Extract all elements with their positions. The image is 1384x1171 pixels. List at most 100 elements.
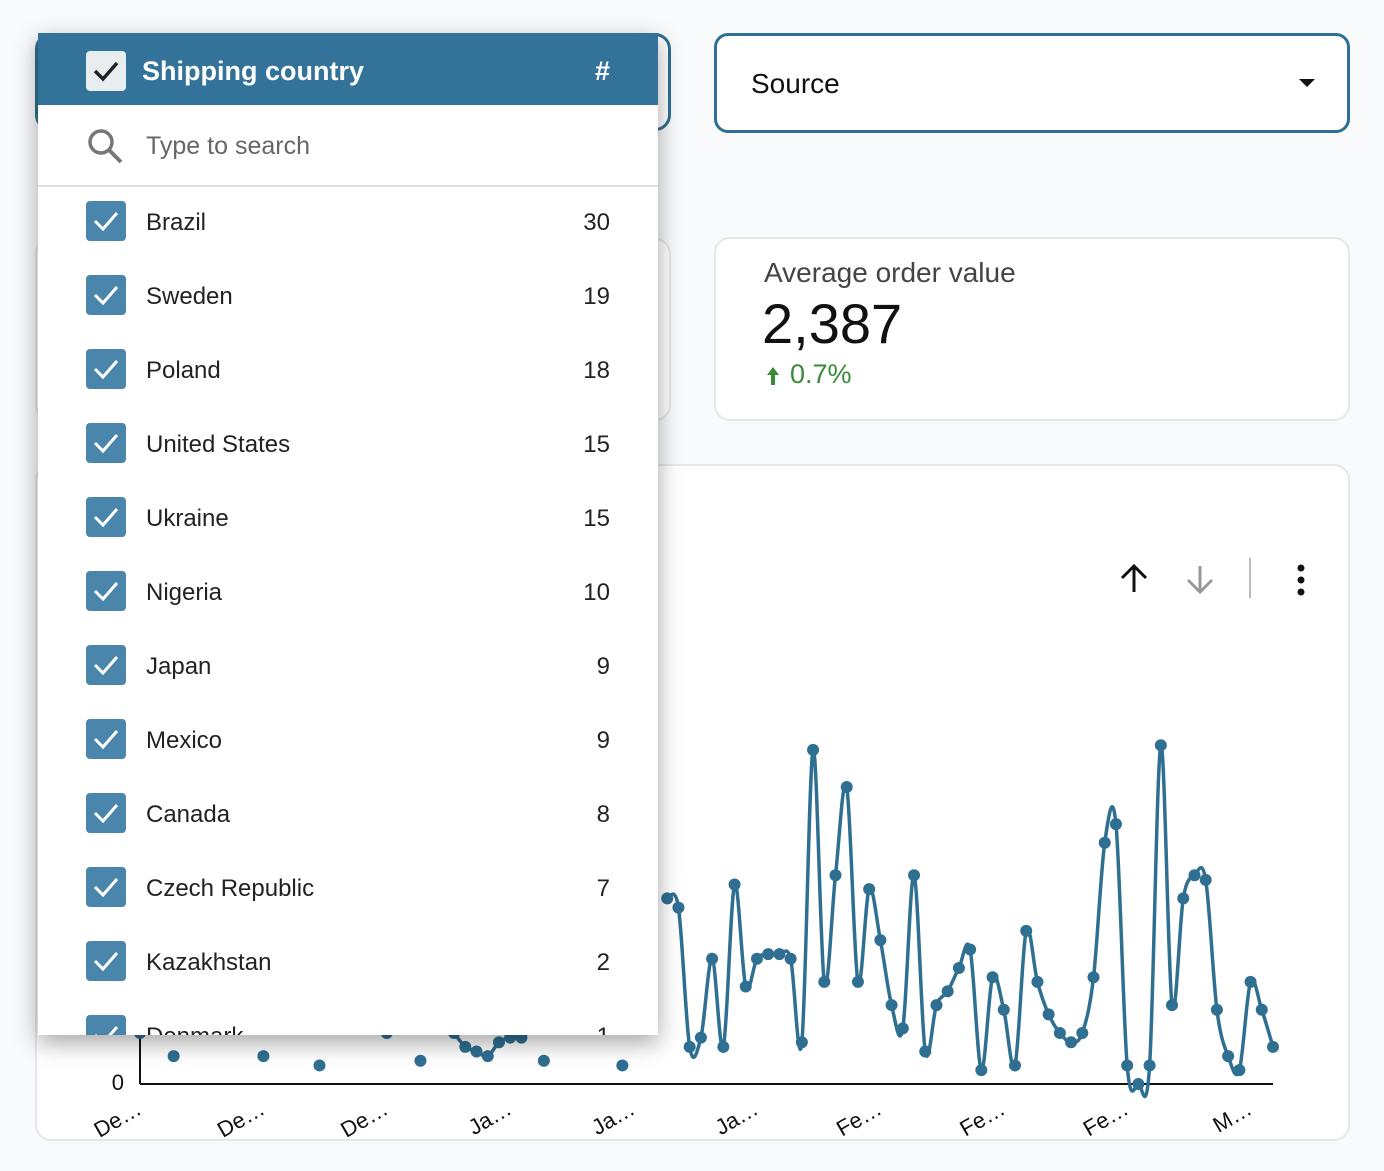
source-label: Source <box>751 68 840 99</box>
point <box>257 1050 270 1063</box>
point <box>919 1045 932 1058</box>
checkbox <box>86 201 126 241</box>
country-label: Japan <box>146 653 212 680</box>
point <box>1267 1040 1279 1053</box>
point <box>1076 1026 1089 1039</box>
country-label: Sweden <box>146 283 233 310</box>
source-filter[interactable]: Source <box>714 33 1350 133</box>
country-label: Kazakhstan <box>146 949 272 976</box>
point <box>952 962 965 974</box>
checkbox <box>86 867 126 907</box>
sort-ascending[interactable] <box>1120 563 1148 592</box>
country-count: 19 <box>583 283 610 310</box>
point <box>1199 873 1212 886</box>
point <box>773 948 786 961</box>
x-tick-label: Fe… <box>832 1096 886 1141</box>
point <box>1031 975 1044 988</box>
point <box>1008 1059 1021 1072</box>
point <box>414 1054 427 1067</box>
search-placeholder: Type to search <box>146 132 310 160</box>
country-label: Mexico <box>146 727 223 754</box>
point <box>1177 892 1190 905</box>
sort-descending[interactable] <box>1186 566 1214 595</box>
country-option[interactable]: Kazakhstan 2 <box>38 925 658 999</box>
country-dropdown: Shipping country # Type to search Brazil… <box>38 33 658 1035</box>
country-option[interactable]: Czech Republic 7 <box>38 851 658 925</box>
point <box>784 952 797 965</box>
point <box>964 943 977 956</box>
point <box>829 869 842 882</box>
point <box>313 1059 326 1072</box>
point <box>706 952 719 965</box>
point <box>1233 1064 1246 1077</box>
point <box>728 878 741 891</box>
point <box>1020 924 1033 937</box>
country-label: Nigeria <box>146 579 223 606</box>
x-tick-label: Ja… <box>711 1096 763 1140</box>
line <box>665 743 1275 1099</box>
x-tick-label: Ja… <box>587 1096 639 1140</box>
country-option[interactable]: Brazil 30 <box>38 185 658 259</box>
dropdown-header: Shipping country # <box>38 33 658 105</box>
point <box>717 1040 730 1053</box>
point <box>1087 971 1100 984</box>
point <box>941 985 954 998</box>
point <box>672 901 685 914</box>
point <box>1109 818 1122 831</box>
dropdown-title: Shipping country <box>142 56 364 86</box>
point <box>616 1059 629 1072</box>
more-menu[interactable] <box>1297 564 1305 596</box>
country-label: Canada <box>146 801 231 828</box>
country-option[interactable]: Japan 9 <box>38 629 658 703</box>
x-tick-label: Fe… <box>1079 1096 1133 1141</box>
count-header: # <box>594 56 610 86</box>
country-option[interactable]: Ukraine 15 <box>38 481 658 555</box>
x-tick-label: De… <box>336 1096 392 1143</box>
point <box>885 999 898 1012</box>
country-option[interactable]: Sweden 19 <box>38 259 658 333</box>
point <box>1154 739 1167 752</box>
country-count: 10 <box>583 579 610 606</box>
country-label: Ukraine <box>146 505 229 532</box>
point <box>863 883 876 896</box>
point <box>1042 1008 1055 1021</box>
scorecard-title: Average order value <box>764 257 1016 288</box>
search-box[interactable]: Type to search <box>38 105 658 187</box>
country-option[interactable]: Nigeria 10 <box>38 555 658 629</box>
point <box>683 1040 696 1053</box>
point <box>874 934 887 947</box>
scorecard-change: 0.7% <box>790 359 852 389</box>
checkbox <box>86 941 126 981</box>
point <box>1121 1059 1134 1072</box>
point <box>795 1036 808 1049</box>
country-option[interactable]: Mexico 9 <box>38 703 658 777</box>
country-count: 18 <box>583 357 610 384</box>
point <box>908 869 921 882</box>
point <box>694 1031 707 1044</box>
country-count: 8 <box>596 801 610 828</box>
search-icon <box>88 129 123 164</box>
scorecard: Average order value 2,387 0.7% <box>714 237 1350 421</box>
point <box>896 1022 909 1035</box>
scorecard-value: 2,387 <box>762 292 903 355</box>
checkbox <box>86 423 126 463</box>
country-count: 30 <box>583 209 610 236</box>
point <box>1132 1078 1145 1090</box>
point <box>1143 1059 1156 1072</box>
x-tick-label: De… <box>213 1096 269 1143</box>
select-all-checkbox[interactable] <box>86 51 126 91</box>
country-option[interactable]: Denmark 1 <box>38 999 658 1035</box>
checkbox <box>86 349 126 389</box>
country-count: 7 <box>596 875 610 902</box>
country-count: 9 <box>596 653 610 680</box>
country-option[interactable]: Canada 8 <box>38 777 658 851</box>
point <box>840 781 853 794</box>
point <box>930 999 943 1012</box>
country-option[interactable]: Poland 18 <box>38 333 658 407</box>
country-option[interactable]: United States 15 <box>38 407 658 481</box>
point <box>661 892 674 905</box>
point <box>492 1036 505 1049</box>
point <box>750 952 763 965</box>
point <box>739 980 752 993</box>
